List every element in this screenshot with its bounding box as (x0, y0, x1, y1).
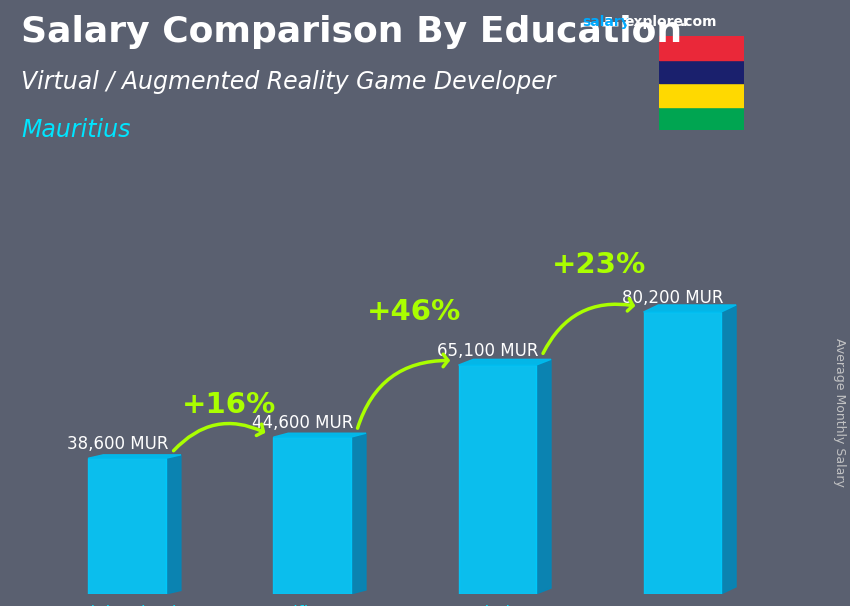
Polygon shape (274, 433, 366, 437)
Text: Salary Comparison By Education: Salary Comparison By Education (21, 15, 683, 49)
Bar (88, 458, 166, 594)
Polygon shape (722, 305, 736, 594)
Text: Virtual / Augmented Reality Game Developer: Virtual / Augmented Reality Game Develop… (21, 70, 556, 94)
Text: 38,600 MUR: 38,600 MUR (67, 435, 169, 453)
Text: 44,600 MUR: 44,600 MUR (252, 414, 354, 432)
Text: Mauritius: Mauritius (21, 118, 131, 142)
Text: Average Monthly Salary: Average Monthly Salary (833, 338, 846, 487)
Text: +16%: +16% (182, 391, 276, 419)
Text: +46%: +46% (367, 298, 462, 326)
Bar (659, 84, 744, 107)
Polygon shape (88, 455, 181, 458)
Polygon shape (643, 305, 736, 312)
Text: +23%: +23% (552, 251, 646, 279)
Text: 65,100 MUR: 65,100 MUR (438, 342, 539, 360)
Bar (659, 60, 744, 84)
Polygon shape (458, 359, 551, 365)
Polygon shape (166, 455, 181, 594)
Polygon shape (536, 359, 551, 594)
Bar (643, 312, 722, 594)
Text: 80,200 MUR: 80,200 MUR (622, 288, 724, 307)
Polygon shape (351, 433, 366, 594)
Text: salary: salary (582, 15, 630, 29)
Bar (659, 36, 744, 60)
Text: .com: .com (680, 15, 717, 29)
Bar (659, 107, 744, 130)
Text: explorer: explorer (625, 15, 690, 29)
Bar (458, 365, 536, 594)
Bar (274, 437, 351, 594)
